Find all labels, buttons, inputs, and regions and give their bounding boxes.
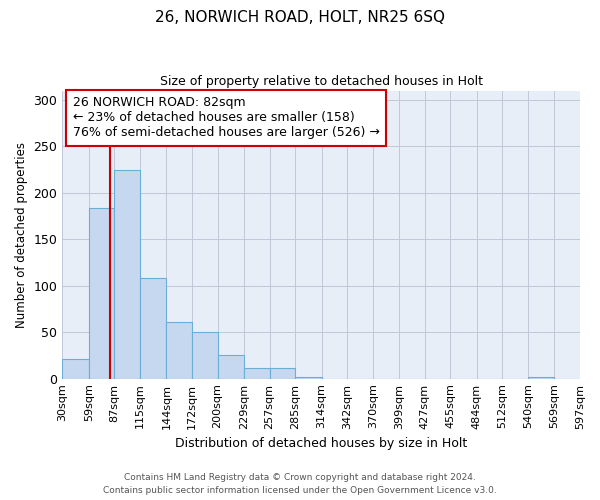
- Text: 26 NORWICH ROAD: 82sqm
← 23% of detached houses are smaller (158)
76% of semi-de: 26 NORWICH ROAD: 82sqm ← 23% of detached…: [73, 96, 380, 140]
- Bar: [166, 322, 192, 378]
- Bar: [140, 278, 166, 378]
- Bar: [115, 170, 140, 378]
- Bar: [244, 368, 269, 378]
- Bar: [192, 332, 218, 378]
- Bar: [218, 354, 244, 378]
- Bar: [62, 359, 89, 378]
- Bar: [295, 377, 322, 378]
- Title: Size of property relative to detached houses in Holt: Size of property relative to detached ho…: [160, 75, 482, 88]
- X-axis label: Distribution of detached houses by size in Holt: Distribution of detached houses by size …: [175, 437, 467, 450]
- Y-axis label: Number of detached properties: Number of detached properties: [15, 142, 28, 328]
- Bar: [89, 208, 115, 378]
- Bar: [269, 368, 295, 378]
- Bar: [528, 377, 554, 378]
- Text: Contains HM Land Registry data © Crown copyright and database right 2024.
Contai: Contains HM Land Registry data © Crown c…: [103, 474, 497, 495]
- Text: 26, NORWICH ROAD, HOLT, NR25 6SQ: 26, NORWICH ROAD, HOLT, NR25 6SQ: [155, 10, 445, 25]
